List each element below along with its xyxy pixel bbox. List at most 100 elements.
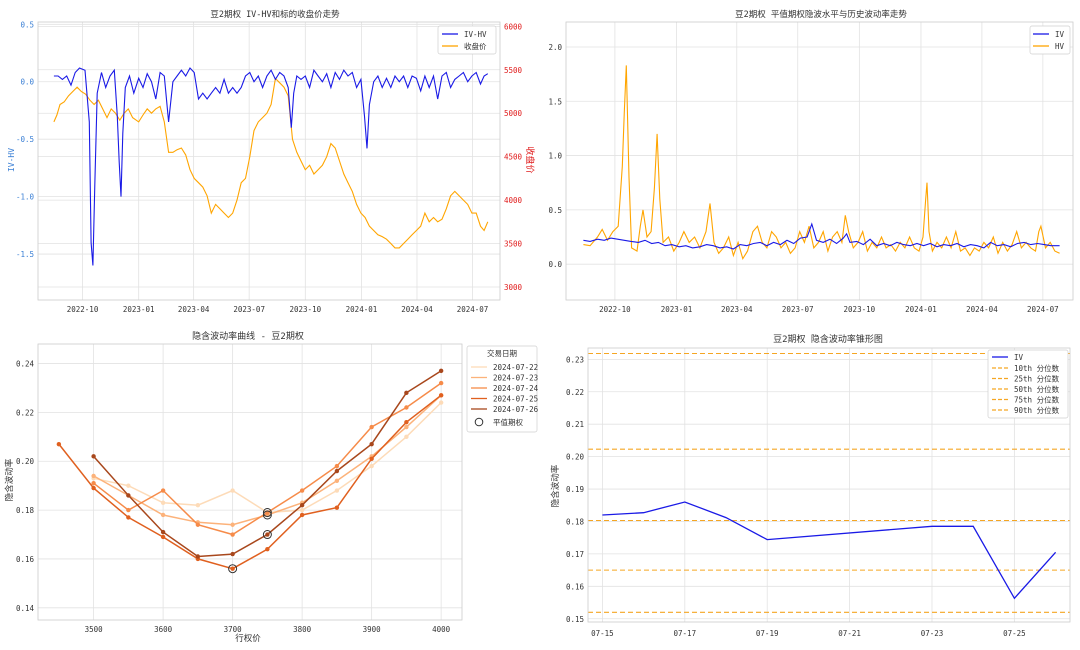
y-axis-label: 隐含波动率: [550, 464, 561, 507]
y-tick-label: 0.16: [16, 555, 35, 564]
y-tick-label: 0.16: [566, 582, 585, 591]
legend-atm-swatch: [474, 417, 484, 427]
chart-title: 豆2期权 隐含波动率锥形图: [773, 333, 883, 345]
smile-point: [404, 419, 409, 425]
legend-date-4-label: 2024-07-26: [493, 405, 539, 414]
y-tick-label: -1.0: [16, 193, 35, 202]
legend-date-2-label: 2024-07-24: [493, 384, 539, 393]
y-tick-label: 0.20: [566, 453, 585, 462]
smile-point: [160, 534, 166, 540]
smile-point: [230, 532, 235, 537]
y-axis-label: 隐含波动率: [4, 458, 15, 501]
x-tick-label: 3600: [154, 625, 173, 634]
smile-point: [160, 529, 166, 535]
y2-tick-label: 5500: [504, 66, 523, 75]
smile-point: [230, 522, 235, 527]
y-tick-label: 0.17: [566, 550, 584, 559]
y-tick-label: 0.19: [566, 485, 584, 494]
y-tick-label: 0.0: [20, 78, 34, 87]
legend-atm-label: 平值期权: [493, 417, 523, 427]
chart-panel-iv-hv: 豆2期权 平值期权隐波水平与历史波动率走势 2022-10 2023-01 2023…: [540, 0, 1080, 318]
smile-line-2024-07-25: [58, 394, 442, 570]
y2-tick-label: 4500: [504, 153, 523, 162]
chart-title: 豆2期权 平值期权隐波水平与历史波动率走势: [735, 9, 907, 20]
chart-panel-smile: 隐含波动率曲线 - 豆2期权 行权价 隐含波动率 3500 3600 3700 380…: [0, 322, 540, 646]
atm-marker: [228, 564, 238, 574]
x-tick-label: 2024-07: [457, 305, 489, 314]
smile-point: [369, 424, 374, 430]
legend-percentile-4-label: 90th 分位数: [1014, 405, 1060, 415]
smile-point: [369, 456, 374, 461]
smile-point: [299, 507, 305, 513]
y-tick-label: 0.22: [566, 388, 584, 397]
smile-point: [404, 424, 409, 430]
smile-point: [334, 488, 340, 493]
smile-point: [195, 554, 201, 559]
legend-box: [437, 25, 497, 55]
y2-tick-label: 6000: [504, 22, 523, 31]
x-axis-label: 行权价: [235, 633, 261, 644]
smile-point: [91, 485, 96, 491]
y2-tick-label: 3500: [504, 240, 523, 249]
y-tick-label: 0.18: [16, 506, 35, 515]
x-tick-label: 3800: [293, 625, 312, 634]
x-tick-label: 2023-04: [178, 305, 210, 314]
iv-line: [583, 222, 1060, 250]
smile-point: [230, 566, 235, 571]
x-tick-label: 07-19: [756, 629, 779, 638]
y2-axis-label: 收盘价: [524, 146, 536, 173]
legend-iv-label: IV: [1055, 30, 1065, 39]
y2-tick-label: 3000: [504, 283, 523, 292]
smile-point: [126, 515, 131, 520]
x-tick-label: 2022-10: [599, 305, 631, 314]
y-tick-label: -1.5: [16, 250, 34, 259]
x-tick-label: 2023-04: [721, 305, 753, 314]
smile-point: [369, 441, 374, 447]
legend-iv-label: IV: [1014, 353, 1024, 362]
smile-point: [265, 532, 270, 537]
legend-title: 交易日期: [487, 348, 517, 358]
x-tick-label: 3900: [363, 625, 382, 634]
legend-close-price-label: 收盘价: [464, 41, 487, 51]
x-tick-label: 2024-01: [346, 305, 378, 314]
smile-point: [160, 512, 166, 518]
smile-point: [230, 551, 235, 557]
legend-percentile-3-label: 75th 分位数: [1014, 395, 1060, 405]
atm-marker: [262, 530, 272, 540]
x-tick-label: 2023-01: [123, 305, 155, 314]
x-tick-label: 2023-10: [290, 305, 322, 314]
chart-title: 隐含波动率曲线 - 豆2期权: [192, 330, 304, 342]
legend-percentile-2-label: 50th 分位数: [1014, 384, 1060, 394]
y-tick-label: 2.0: [548, 43, 562, 52]
x-tick-label: 07-15: [591, 629, 614, 638]
smile-point: [126, 507, 131, 513]
y-tick-label: 0.24: [16, 360, 35, 369]
x-tick-label: 07-25: [1003, 629, 1026, 638]
smile-point: [126, 493, 131, 498]
chart-panel-cone: 豆2期权 隐含波动率锥形图 隐含波动率 07-15 07-17 07-19 07-21…: [540, 322, 1080, 646]
smile-point: [299, 488, 305, 493]
smile-point: [195, 503, 201, 508]
iv-hv-line: [53, 67, 489, 266]
y2-tick-label: 5000: [504, 109, 523, 118]
x-tick-label: 4000: [432, 625, 451, 634]
y-tick-label: 0.23: [566, 355, 584, 364]
smile-point: [438, 400, 444, 405]
smile-chart: 隐含波动率曲线 - 豆2期权 行权价 隐含波动率 3500 3600 3700 380…: [4, 330, 539, 644]
chart-panel-ivhv: 豆2期权 IV-HV和标的收盘价走势 IV-HV 收盘价 2022-10 2023…: [0, 0, 540, 318]
y-tick-label: 1.5: [548, 97, 562, 106]
x-tick-label: 3500: [85, 625, 104, 634]
x-tick-label: 2022-10: [67, 305, 99, 314]
y-tick-label: 1.0: [548, 152, 562, 161]
atm-marker: [262, 508, 272, 518]
legend-iv-hv-label: IV-HV: [464, 30, 487, 39]
x-tick-label: 3700: [224, 625, 243, 634]
y-tick-label: 0.5: [548, 206, 562, 215]
x-tick-label: 07-21: [838, 629, 861, 638]
legend-date-1-label: 2024-07-23: [493, 374, 538, 383]
chart-title: 豆2期权 IV-HV和标的收盘价走势: [210, 9, 340, 20]
x-tick-label: 2024-07: [1027, 305, 1059, 314]
x-tick-label: 2023-10: [844, 305, 876, 314]
smile-point: [369, 463, 374, 469]
x-tick-label: 2023-07: [233, 305, 265, 314]
